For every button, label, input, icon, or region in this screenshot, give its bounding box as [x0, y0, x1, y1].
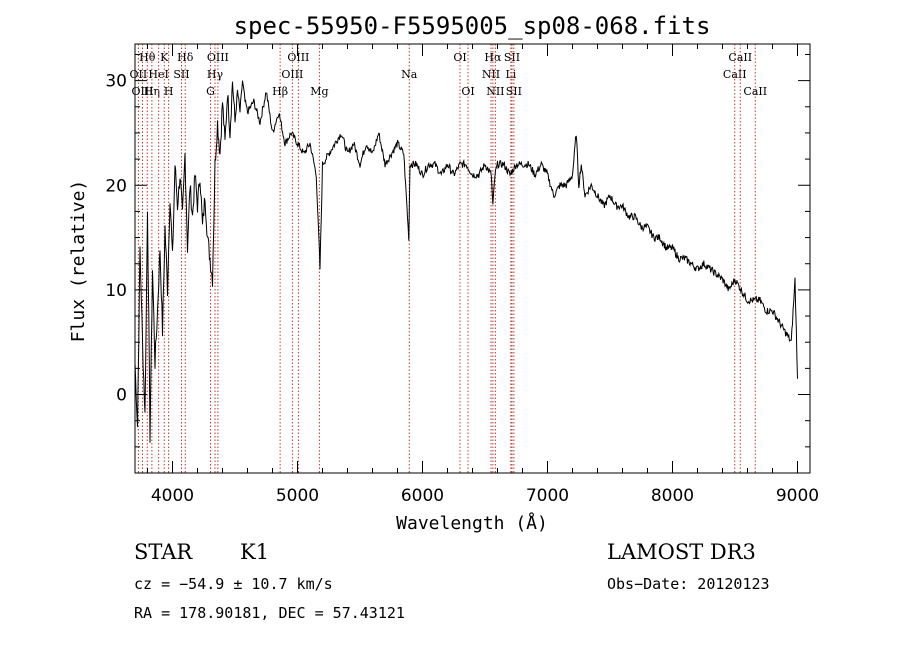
- x-axis-label: Wavelength (Å): [396, 512, 548, 534]
- marker-label-3: Hη: [144, 85, 160, 98]
- object-class: STAR: [134, 540, 193, 564]
- marker-label-19: NII: [482, 68, 500, 81]
- x-tick-label-4: 8000: [651, 486, 694, 506]
- marker-label-14: OIII: [287, 51, 309, 64]
- marker-label-17: OI: [453, 51, 466, 64]
- marker-label-6: H: [164, 85, 174, 98]
- marker-label-27: CaII: [743, 85, 767, 98]
- marker-label-23: SII: [504, 51, 520, 64]
- marker-label-11: OIII: [207, 51, 229, 64]
- x-tick-label-3: 7000: [526, 486, 569, 506]
- y-tick-label-0: 0: [116, 386, 127, 406]
- survey-name: LAMOST DR3: [607, 540, 756, 564]
- marker-label-21: NII: [486, 85, 504, 98]
- marker-label-26: CaII: [728, 51, 752, 64]
- y-axis-label: Flux (relative): [68, 180, 89, 343]
- spectrum-series: [134, 80, 798, 443]
- spectrum-line: [134, 80, 798, 443]
- marker-label-18: OI: [461, 85, 474, 98]
- marker-label-1: OII: [130, 68, 148, 81]
- marker-label-7: SII: [173, 68, 189, 81]
- marker-label-4: HeI: [148, 68, 168, 81]
- object-subclass: K1: [240, 540, 270, 564]
- y-tick-label-3: 30: [105, 72, 127, 92]
- x-tick-label-2: 6000: [401, 486, 444, 506]
- marker-label-22: Li: [505, 68, 516, 81]
- marker-label-13: OIII: [281, 68, 303, 81]
- marker-label-0: Hθ: [139, 51, 156, 64]
- redshift-value: cz = −54.9 ± 10.7 km/s: [134, 575, 333, 593]
- marker-label-24: SII: [506, 85, 522, 98]
- x-tick-label-0: 4000: [151, 486, 194, 506]
- plot-axes: 4000 5000 6000 7000 8000 9000 0 10 20 30: [105, 43, 819, 506]
- chart-title: spec-55950-F5595005_sp08-068.fits: [234, 12, 711, 40]
- line-markers: HθOIIOIIIHηHeIKHSIIHδGHγOIIIHβOIIIOIIIMg…: [130, 44, 767, 473]
- marker-label-25: CaII: [723, 68, 747, 81]
- y-tick-label-2: 20: [105, 176, 127, 196]
- marker-label-9: G: [206, 85, 215, 98]
- coordinates: RA = 178.90181, DEC = 57.43121: [134, 604, 405, 622]
- y-tick-label-1: 10: [105, 281, 127, 301]
- marker-label-12: Hβ: [272, 85, 288, 98]
- marker-label-16: Na: [401, 68, 418, 81]
- marker-label-10: Hγ: [207, 68, 224, 81]
- marker-label-8: Hδ: [177, 51, 194, 64]
- x-tick-label-5: 9000: [776, 486, 819, 506]
- marker-label-5: K: [160, 51, 169, 64]
- marker-label-15: Mg: [310, 85, 328, 98]
- marker-label-20: Hα: [484, 51, 502, 64]
- marker-label-2: OIII: [131, 85, 153, 98]
- x-tick-label-1: 5000: [276, 486, 319, 506]
- observation-date: Obs−Date: 20120123: [607, 575, 770, 593]
